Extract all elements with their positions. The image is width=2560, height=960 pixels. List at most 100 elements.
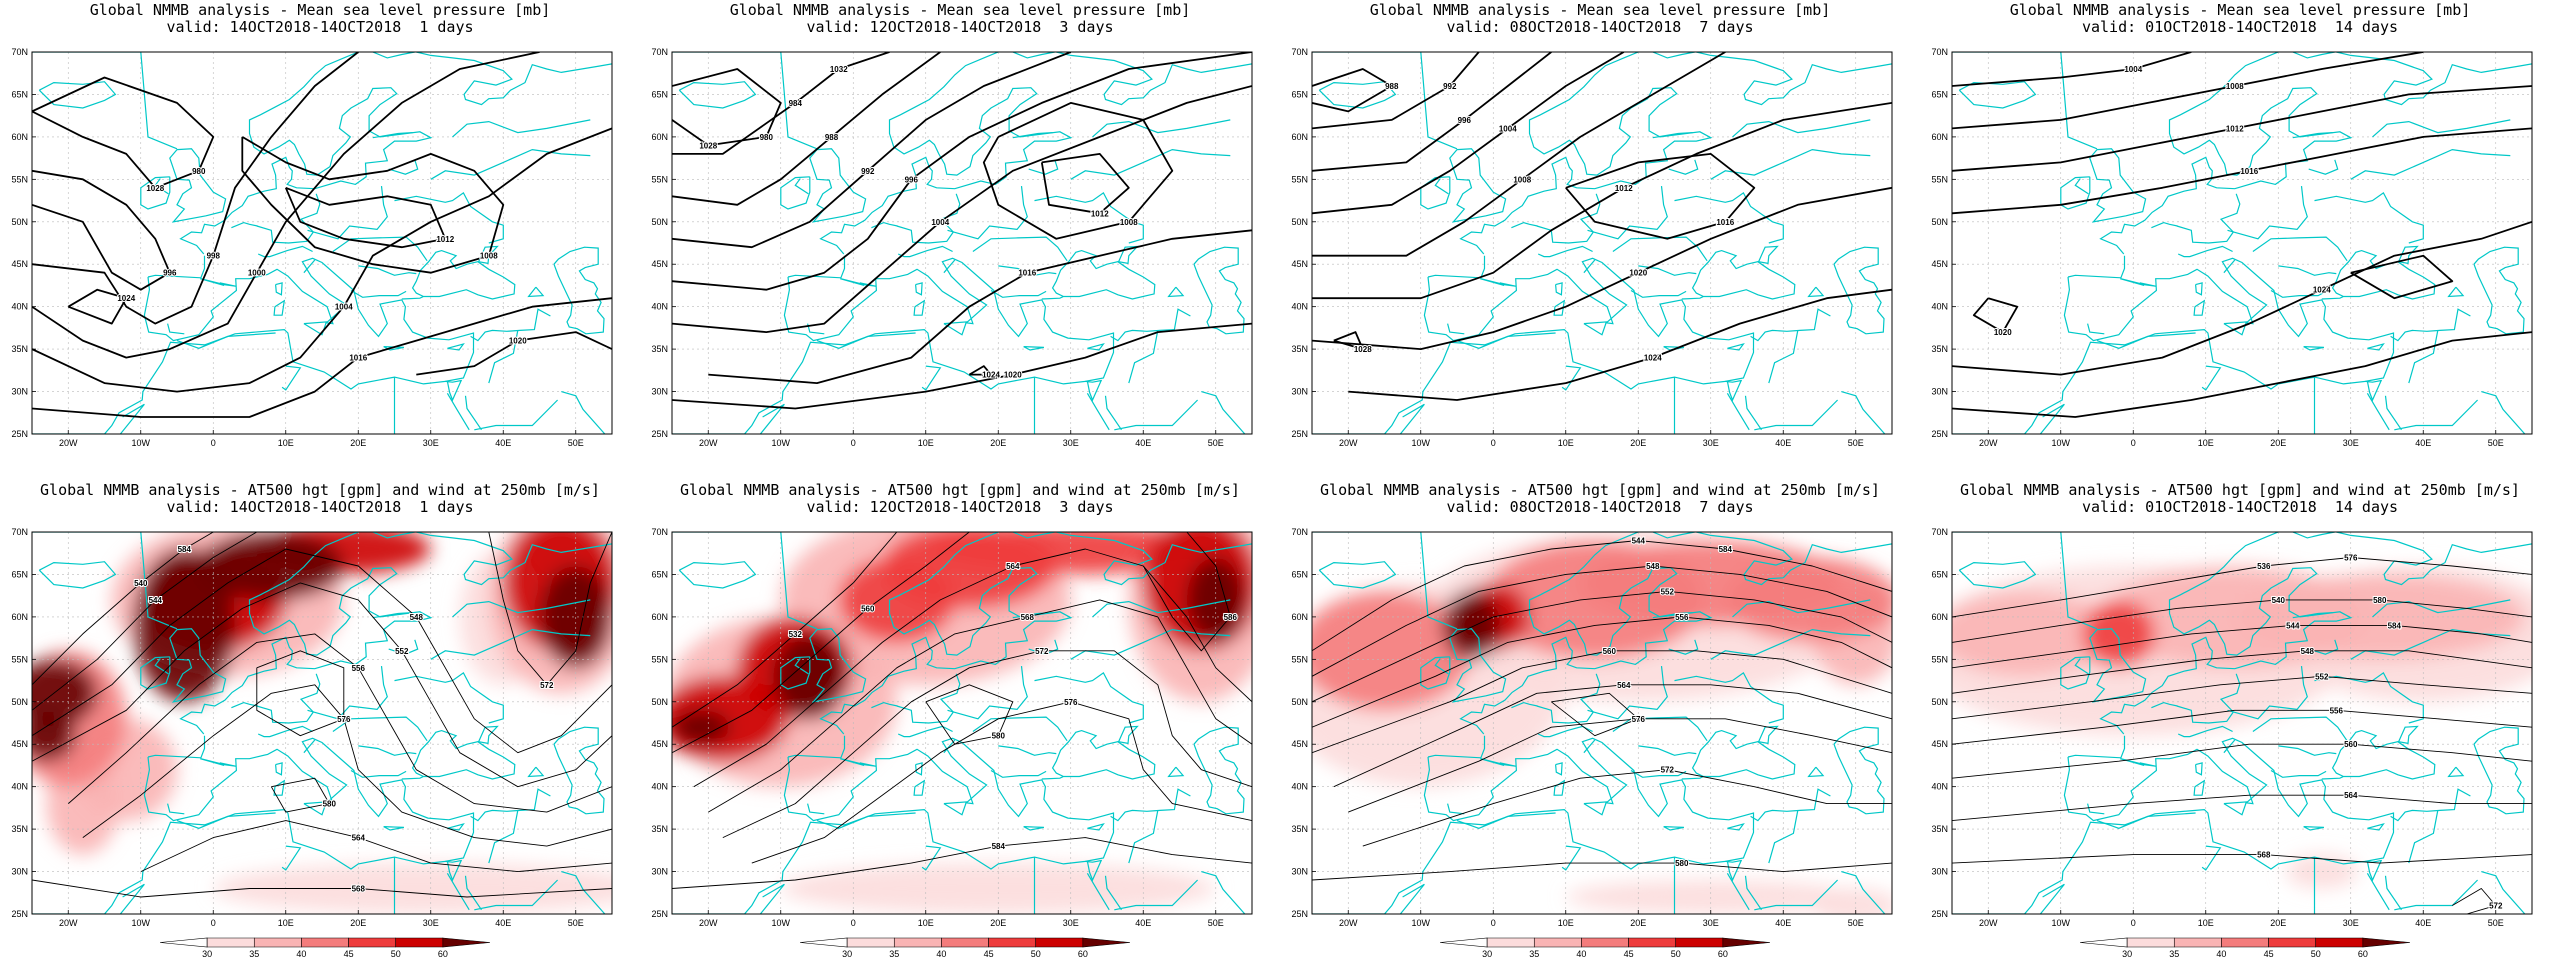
contour-line xyxy=(1952,557,2532,618)
map-frame xyxy=(31,51,613,435)
title-line1: Global NMMB analysis - Mean sea level pr… xyxy=(729,1,1191,19)
contour-line xyxy=(68,633,612,813)
coastline xyxy=(1034,672,1144,724)
lon-tick-label: 50E xyxy=(1848,918,1864,928)
coastline xyxy=(452,119,591,138)
coastline xyxy=(32,52,475,434)
coastline xyxy=(446,392,470,431)
coastline xyxy=(350,289,407,298)
lat-tick-label: 35N xyxy=(651,344,668,354)
coastline xyxy=(1023,826,1045,831)
map-svg: 532 560 564 568 572 576 580 584 586 70N 65N 60N 55N 5… xyxy=(651,527,1253,959)
coastlines xyxy=(672,52,1252,434)
contour-label: 548 xyxy=(1646,562,1660,571)
contour-line xyxy=(1952,220,2532,376)
lon-tick-label: 20W xyxy=(1979,438,1998,448)
lon-tick-label: 10W xyxy=(2051,438,2070,448)
coastline xyxy=(231,701,258,709)
lat-tick-label: 45N xyxy=(651,259,668,269)
colorbar: 30 35 40 45 50 60 xyxy=(1439,937,1771,959)
title-line1: Global NMMB analysis - AT500 hgt [gpm] a… xyxy=(1960,481,2520,499)
panel-z500-1day: Global NMMB analysis - AT500 hgt [gpm] a… xyxy=(0,480,640,960)
coastline xyxy=(2366,872,2390,911)
coastline xyxy=(2096,812,2196,829)
coastline xyxy=(1652,532,1695,539)
coastline xyxy=(1555,762,1563,776)
coastline xyxy=(2193,779,2206,796)
colorbar-swatch xyxy=(2362,937,2411,948)
graticule xyxy=(1952,52,2532,434)
contour-label: 984 xyxy=(789,99,803,108)
map-frame xyxy=(31,531,613,915)
coastline xyxy=(1807,286,1825,298)
lon-tick-label: 10W xyxy=(1411,438,1430,448)
title-line2: valid: 08OCT2018-14OCT2018 7 days xyxy=(1446,498,1754,516)
coastline xyxy=(1318,81,1397,109)
panel-title: Global NMMB analysis - Mean sea level pr… xyxy=(1920,2,2560,36)
lat-tick-label: 25N xyxy=(1291,429,1308,439)
coastline xyxy=(1114,879,1199,911)
title-line2: valid: 14OCT2018-14OCT2018 1 days xyxy=(166,498,474,516)
coastline xyxy=(445,859,463,882)
coastline xyxy=(2408,330,2439,384)
lat-tick-label: 35N xyxy=(1291,344,1308,354)
contour-label: 996 xyxy=(1458,116,1472,125)
colorbar-swatch xyxy=(301,937,349,948)
lat-tick-label: 65N xyxy=(1291,89,1308,99)
coastline xyxy=(2303,346,2325,351)
coastline xyxy=(759,883,785,914)
colorbar-tick-label: 50 xyxy=(2311,949,2321,959)
coastline xyxy=(1841,871,1886,914)
panel-z500-14day: Global NMMB analysis - AT500 hgt [gpm] a… xyxy=(1920,480,2560,960)
colorbar-swatch xyxy=(1035,937,1084,948)
lat-tick-label: 45N xyxy=(1291,739,1308,749)
coastline xyxy=(1561,365,1582,391)
lon-tick-label: 10W xyxy=(131,438,150,448)
lon-tick-label: 20W xyxy=(699,918,718,928)
wind-speed-area xyxy=(2082,599,2155,668)
coastline xyxy=(1028,159,1059,175)
coastline xyxy=(2223,259,2236,274)
lon-tick-label: 50E xyxy=(568,918,584,928)
coastline xyxy=(303,739,316,754)
coastline xyxy=(2447,766,2465,778)
lat-tick-label: 70N xyxy=(651,47,668,57)
contour-line xyxy=(1952,743,2532,779)
lat-tick-label: 65N xyxy=(1931,569,1948,579)
isobars xyxy=(1952,52,2532,418)
coastline xyxy=(2193,299,2206,316)
contour-label: 1024 xyxy=(117,294,135,303)
contour-line xyxy=(1312,102,1892,300)
coastline xyxy=(401,729,516,780)
coastline xyxy=(990,769,1047,778)
coastline xyxy=(1110,788,1191,822)
wind-shading xyxy=(1952,565,2532,889)
contour-label: 988 xyxy=(825,133,839,142)
lon-tick-label: 20E xyxy=(2270,918,2286,928)
colorbar-swatch xyxy=(253,937,302,948)
coastline xyxy=(1511,701,1538,709)
lat-tick-label: 70N xyxy=(11,47,28,57)
lat-tick-label: 65N xyxy=(1931,89,1948,99)
contour-line xyxy=(284,186,447,249)
lon-tick-label: 40E xyxy=(1135,438,1151,448)
colorbar-tick-label: 40 xyxy=(2216,949,2226,959)
lat-tick-label: 50N xyxy=(651,217,668,227)
colorbar-tick-label: 45 xyxy=(344,949,354,959)
contour-label: 556 xyxy=(352,664,366,673)
contour-line xyxy=(693,548,1252,788)
lat-tick-label: 25N xyxy=(11,429,28,439)
contour-label: 580 xyxy=(2373,596,2387,605)
contour-label: 1016 xyxy=(349,354,367,363)
coastline xyxy=(2394,879,2479,911)
lat-tick-label: 35N xyxy=(1931,824,1948,834)
contour-line xyxy=(1333,684,1892,788)
lat-tick-label: 55N xyxy=(1931,654,1948,664)
coastline xyxy=(2176,193,2241,244)
coastline xyxy=(913,299,926,316)
contour-label: 568 xyxy=(1632,715,1646,724)
coastline xyxy=(2270,289,2327,298)
wind-speed-area xyxy=(2234,574,2525,660)
